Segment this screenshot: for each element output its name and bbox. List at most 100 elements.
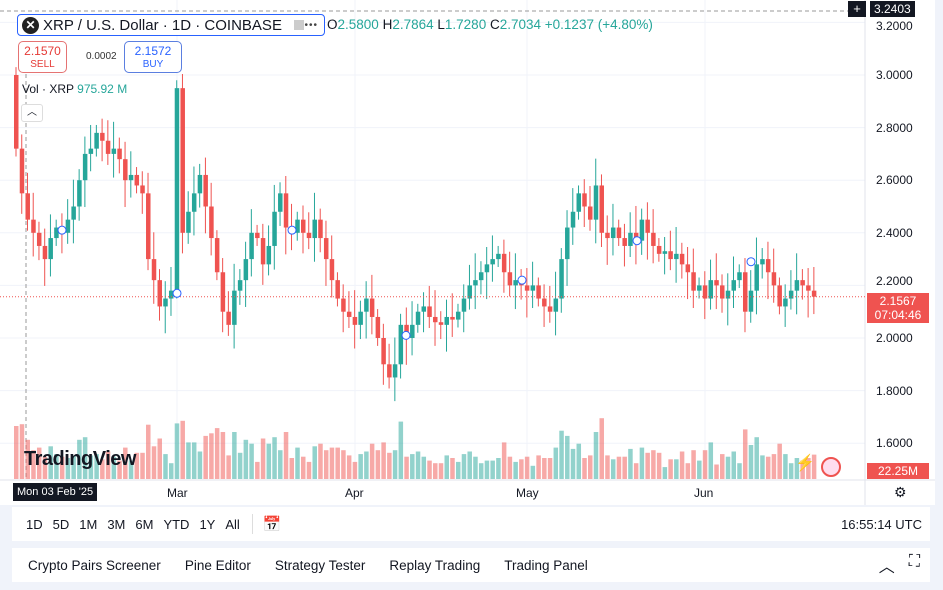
volume-bar: [157, 438, 162, 479]
tab-strategy-tester[interactable]: Strategy Tester: [274, 557, 366, 573]
candle: [639, 219, 645, 241]
volume-bar: [714, 464, 719, 479]
candle: [679, 253, 685, 265]
candle: [42, 245, 48, 260]
candle: [364, 298, 369, 312]
volume-bar: [651, 450, 656, 479]
volume-bar: [754, 437, 759, 479]
events-icon[interactable]: ⚡: [795, 455, 815, 472]
tab-crypto-pairs-screener[interactable]: Crypto Pairs Screener: [28, 557, 161, 573]
volume-bar: [260, 438, 266, 479]
volume-bar: [54, 454, 59, 479]
volume-bar: [628, 448, 633, 479]
candle: [421, 306, 427, 312]
candle: [788, 290, 794, 299]
range-1d[interactable]: 1D: [26, 516, 43, 532]
candle: [214, 238, 220, 273]
volume-bar: [570, 448, 576, 479]
volume-bar: [708, 442, 714, 479]
collapse-legend-button[interactable]: ︿: [21, 104, 43, 122]
range-6m[interactable]: 6M: [135, 516, 154, 532]
candle: [243, 259, 249, 281]
volume-bar: [542, 458, 547, 479]
candlestick-chart[interactable]: [0, 0, 935, 505]
candle: [691, 272, 696, 291]
candle: [668, 251, 673, 260]
volume-bar: [565, 435, 570, 479]
buy-button[interactable]: 2.1572 BUY: [124, 41, 182, 73]
volume-bar: [484, 460, 490, 479]
candle: [748, 290, 754, 312]
candle: [628, 232, 633, 246]
volume-bar: [455, 461, 461, 479]
add-alert-icon[interactable]: +: [848, 1, 866, 17]
clock[interactable]: 16:55:14 UTC: [841, 516, 922, 532]
volume-bar: [387, 452, 392, 479]
volume-bar: [369, 443, 375, 479]
volume-bar: [478, 463, 484, 479]
range-3m[interactable]: 3M: [107, 516, 126, 532]
candle: [237, 280, 243, 291]
candle: [94, 132, 99, 149]
candle: [105, 140, 111, 154]
volume-bar: [65, 458, 71, 479]
chevron-up-icon[interactable]: ︿: [878, 559, 895, 576]
volume-bar: [151, 446, 157, 479]
more-icon[interactable]: •••: [304, 19, 318, 31]
candle: [806, 285, 811, 291]
candle: [731, 280, 736, 291]
range-all[interactable]: All: [225, 516, 240, 532]
maximize-icon[interactable]: ⛶: [908, 553, 920, 570]
candle: [232, 290, 237, 325]
volume-bar: [329, 447, 335, 479]
volume-bar: [622, 456, 627, 479]
volume-bar: [346, 455, 352, 479]
volume-bar: [117, 460, 122, 479]
candle: [25, 193, 30, 220]
flag-icon[interactable]: [293, 20, 304, 30]
sell-button[interactable]: 2.1570 SELL: [18, 41, 67, 73]
go-to-date-icon[interactable]: 📅: [262, 516, 282, 533]
candle: [662, 251, 668, 254]
candle: [266, 245, 272, 265]
candle: [461, 298, 467, 312]
volume-bar: [392, 450, 398, 479]
volume-bar: [438, 463, 444, 479]
tab-trading-panel[interactable]: Trading Panel: [504, 557, 588, 573]
range-5d[interactable]: 5D: [52, 516, 70, 532]
volume-bar: [255, 461, 260, 479]
candle: [157, 280, 162, 307]
candle: [71, 206, 76, 220]
volume-bar: [473, 456, 478, 479]
candle: [88, 148, 94, 154]
candle: [783, 298, 788, 307]
range-ytd[interactable]: YTD: [163, 516, 190, 532]
volume-bar: [656, 452, 662, 479]
candle: [186, 211, 191, 233]
candle: [335, 280, 340, 299]
symbol-legend[interactable]: ✕ XRP / U.S. Dollar · 1D · COINBASE •••: [17, 14, 325, 36]
candle: [444, 316, 449, 325]
range-1y[interactable]: 1Y: [199, 516, 216, 532]
tab-pine-editor[interactable]: Pine Editor: [184, 557, 251, 573]
volume-bar: [220, 432, 226, 479]
us-flag-icon[interactable]: [821, 457, 841, 477]
candle: [559, 259, 564, 299]
settings-icon[interactable]: ⚙: [894, 484, 907, 500]
candle: [811, 290, 817, 297]
ohlc-values: O2.5800 H2.7864 L1.7280 C2.7034 +0.1237 …: [327, 17, 653, 32]
candle: [77, 180, 82, 207]
chart-area[interactable]: [0, 0, 935, 505]
volume-bar: [582, 458, 587, 479]
volume-bar: [421, 456, 427, 479]
volume-bar: [398, 421, 404, 479]
candle: [593, 185, 599, 220]
volume-bar: [163, 454, 168, 479]
price-tick: 3.0000: [876, 68, 913, 82]
volume-bar: [364, 451, 369, 479]
event-marker-icon: [172, 288, 182, 298]
range-1m[interactable]: 1M: [79, 516, 98, 532]
candle: [415, 311, 421, 325]
candle: [760, 259, 765, 265]
tab-replay-trading[interactable]: Replay Trading: [389, 557, 481, 573]
